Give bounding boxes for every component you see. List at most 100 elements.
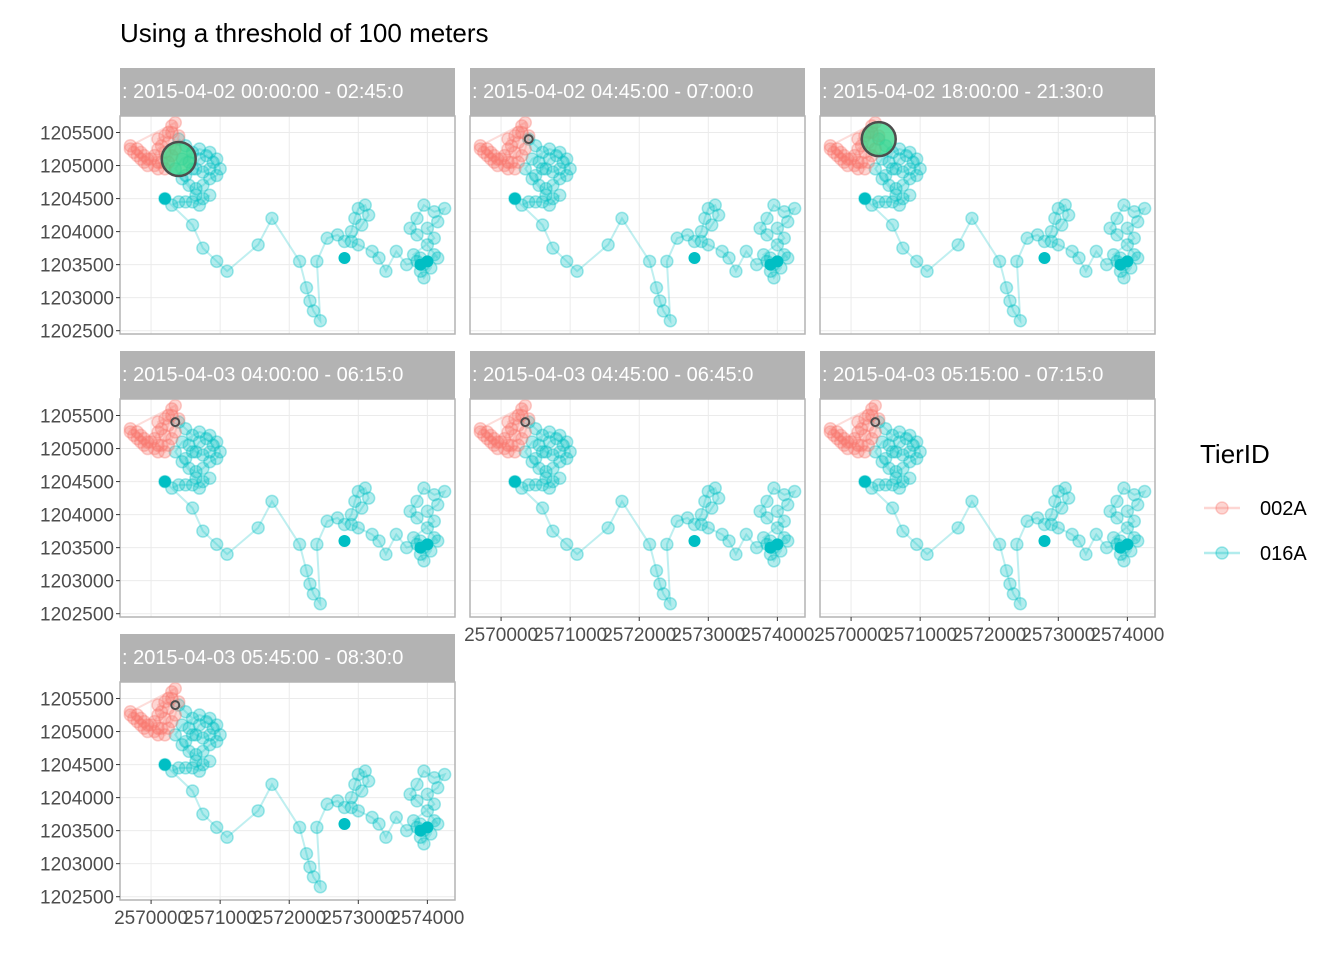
- data-point-016A: [521, 195, 536, 209]
- highlight-circle: [170, 700, 181, 711]
- data-point-002A: [137, 438, 151, 452]
- data-point-016A: [427, 771, 442, 785]
- data-point-002A: [490, 152, 505, 166]
- data-point-002A: [515, 119, 529, 133]
- data-point-002A: [130, 431, 145, 446]
- data-point-016A: [553, 188, 567, 203]
- data-point-016A: [196, 448, 210, 462]
- data-point-016A: [892, 198, 907, 212]
- data-point-016A: [1127, 231, 1142, 245]
- data-point-016A: [770, 221, 785, 236]
- data-point-016A: [1058, 481, 1072, 495]
- x-tick-label: 2574000: [1090, 625, 1164, 646]
- data-point-016A: [1058, 198, 1072, 212]
- data-point-016A: [780, 251, 795, 265]
- data-point-016A: [299, 281, 314, 295]
- data-point-016A: [420, 238, 435, 252]
- data-point-016A: [1110, 511, 1124, 525]
- data-point-002A: [168, 399, 183, 413]
- data-point-016A: [1079, 547, 1093, 561]
- data-point-016A: [189, 728, 203, 742]
- data-point-002A: [865, 431, 879, 446]
- data-point-016A: [209, 820, 224, 835]
- data-point-002A: [830, 425, 845, 439]
- data-point-016A: [739, 244, 754, 259]
- data-point-002A: [140, 718, 155, 732]
- series-line-016A: [514, 138, 797, 325]
- panel-border: [469, 398, 806, 618]
- data-point-002A: [140, 152, 155, 166]
- data-point-002A: [868, 399, 883, 413]
- facet-strip: [120, 68, 455, 116]
- data-point-016A: [178, 734, 193, 749]
- data-point-016A: [203, 172, 217, 186]
- data-point-016A: [542, 481, 557, 495]
- data-point-016A: [1127, 488, 1142, 502]
- data-point-002A: [823, 142, 838, 156]
- data-point-016A: [437, 484, 452, 499]
- data-point-002A: [851, 438, 865, 452]
- data-point-016A: [1103, 504, 1117, 519]
- data-point-002A: [127, 711, 141, 726]
- data-point-016A: [196, 807, 210, 821]
- data-point-016A: [559, 254, 574, 269]
- data-point-016A: [1110, 211, 1124, 226]
- data-point-016A: [403, 221, 417, 236]
- gridlines: [120, 399, 455, 617]
- data-point-002A: [497, 148, 512, 163]
- data-point-016A: [209, 537, 224, 552]
- data-point-016A: [868, 445, 883, 459]
- data-point-002A: [171, 129, 186, 143]
- data-point-016A: [951, 521, 965, 535]
- data-point-016A: [182, 461, 196, 476]
- data-point-016A: [196, 757, 210, 772]
- x-tick-label: 2573000: [671, 625, 745, 646]
- data-point-016A: [410, 494, 424, 509]
- y-tick-label: 1203000: [40, 855, 114, 876]
- data-point-002A: [130, 142, 145, 156]
- data-point-002A: [137, 721, 151, 735]
- data-point-016A: [1065, 527, 1079, 542]
- chart-title: Using a threshold of 100 meters: [120, 18, 489, 48]
- data-point-016A: [178, 478, 193, 492]
- facet-panel: : 2015-04-03 04:00:00 - 06:15:0 1202500 12…: [40, 351, 456, 626]
- data-point-016A: [518, 445, 533, 459]
- data-point-016A: [209, 152, 224, 166]
- data-point-016A: [192, 718, 207, 732]
- data-point-002A: [151, 438, 165, 452]
- data-point-016A: [892, 152, 907, 166]
- data-point-016A: [178, 421, 193, 436]
- data-point-016A: [1130, 534, 1145, 548]
- data-point-016A: [265, 777, 279, 792]
- data-point-016A: [553, 428, 567, 443]
- data-point-solid-016A: [1038, 252, 1051, 265]
- data-point-016A: [206, 438, 220, 452]
- data-point-solid-016A: [414, 541, 427, 554]
- data-point-016A: [185, 784, 200, 798]
- data-point-solid-016A: [1038, 535, 1051, 548]
- data-point-016A: [535, 428, 550, 443]
- data-point-016A: [171, 195, 186, 209]
- data-point-016A: [999, 281, 1014, 295]
- data-point-016A: [189, 464, 203, 479]
- data-layer: [123, 682, 452, 894]
- data-point-016A: [196, 241, 210, 255]
- data-point-016A: [251, 238, 265, 252]
- legend-point-002A: [1215, 501, 1229, 515]
- x-tick-label: 2570000: [114, 908, 188, 929]
- data-point-016A: [196, 191, 210, 206]
- data-point-016A: [528, 138, 543, 153]
- facet-strip-label: : 2015-04-02 04:45:00 - 07:00:0: [472, 81, 753, 103]
- data-point-016A: [885, 162, 900, 176]
- data-point-002A: [123, 142, 138, 156]
- data-point-002A: [144, 435, 158, 449]
- data-point-002A: [494, 435, 508, 449]
- data-point-016A: [660, 254, 674, 269]
- facet-panel: : 2015-04-02 04:45:00 - 07:00:0: [469, 68, 806, 335]
- data-point-016A: [189, 445, 203, 459]
- data-point-016A: [389, 244, 404, 259]
- data-point-002A: [137, 714, 151, 729]
- data-point-016A: [767, 554, 781, 568]
- data-point-016A: [711, 208, 726, 222]
- highlight-circle: [860, 120, 897, 158]
